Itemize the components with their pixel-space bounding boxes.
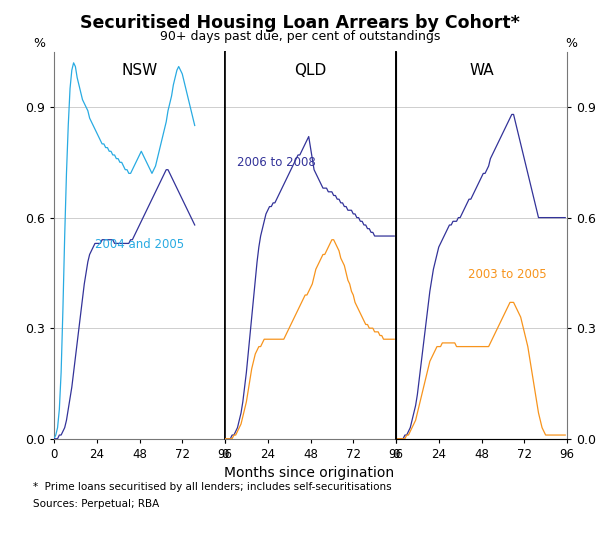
Text: 2006 to 2008: 2006 to 2008 [237, 156, 316, 169]
Text: 2004 and 2005: 2004 and 2005 [95, 238, 184, 251]
Text: 2003 to 2005: 2003 to 2005 [468, 269, 547, 281]
Text: NSW: NSW [121, 63, 158, 78]
Text: Securitised Housing Loan Arrears by Cohort*: Securitised Housing Loan Arrears by Coho… [80, 14, 520, 32]
Text: 90+ days past due, per cent of outstandings: 90+ days past due, per cent of outstandi… [160, 30, 440, 43]
Text: %: % [33, 37, 45, 50]
Text: Sources: Perpetual; RBA: Sources: Perpetual; RBA [33, 499, 159, 508]
Text: %: % [565, 37, 577, 50]
Text: WA: WA [469, 63, 494, 78]
Text: QLD: QLD [295, 63, 326, 78]
Text: *  Prime loans securitised by all lenders; includes self-securitisations: * Prime loans securitised by all lenders… [33, 482, 392, 492]
Text: Months since origination: Months since origination [224, 466, 394, 480]
